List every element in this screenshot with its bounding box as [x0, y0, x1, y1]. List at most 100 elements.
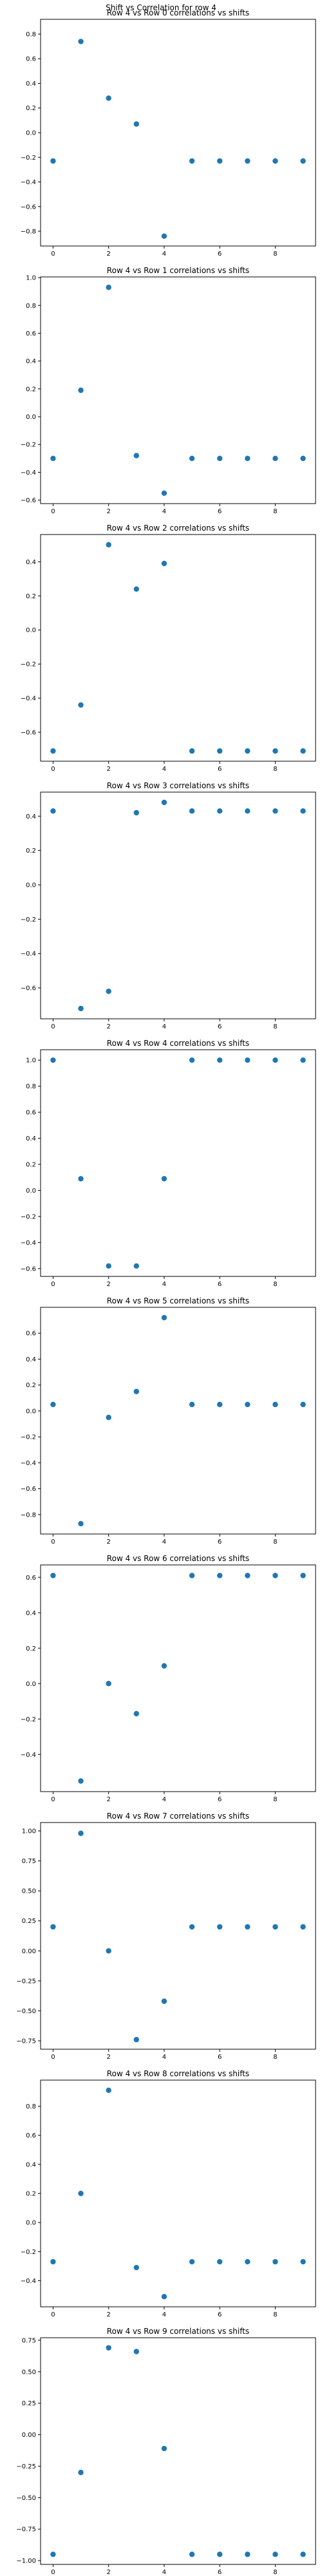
- subplot-3: Row 4 vs Row 3 correlations vs shifts 0 2 4…: [21, 781, 316, 1030]
- y-tick-label: 0.25: [22, 2400, 36, 2407]
- axes-frame: [40, 1049, 316, 1277]
- axes-frame: [40, 1822, 316, 2050]
- data-point: [133, 2349, 140, 2354]
- subplot-7: Row 4 vs Row 7 correlations vs shifts 0 2 4…: [16, 1812, 316, 2061]
- axes-frame: [40, 276, 316, 504]
- data-point: [300, 455, 306, 462]
- data-point: [133, 586, 140, 592]
- y-tick-label: −0.2: [21, 1716, 36, 1723]
- axes-frame: [40, 1564, 316, 1792]
- y-tick-label: −0.25: [16, 1978, 36, 1985]
- data-point: [133, 1388, 140, 1394]
- subplot-6: Row 4 vs Row 6 correlations vs shifts 0 2 4…: [21, 1554, 316, 1803]
- x-tick-label: 8: [273, 1023, 277, 1030]
- y-tick-label: 0.0: [26, 1681, 36, 1688]
- y-tick-label: −0.4: [21, 179, 36, 186]
- data-point: [106, 95, 111, 101]
- y-tick-label: −0.4: [21, 1752, 36, 1759]
- y-tick-label: −0.50: [16, 2008, 36, 2015]
- data-point: [300, 808, 306, 814]
- y-tick-label: 0.0: [26, 130, 36, 137]
- data-point: [300, 1401, 306, 1408]
- x-tick-label: 0: [51, 1796, 55, 1803]
- y-tick-label: −0.2: [21, 1434, 36, 1441]
- data-point: [161, 1314, 167, 1321]
- data-point: [300, 2259, 306, 2265]
- y-tick-label: −0.6: [21, 730, 36, 737]
- y-tick-label: 0.2: [26, 105, 36, 112]
- y-tick-label: 0.0: [26, 1408, 36, 1415]
- data-point: [78, 39, 84, 44]
- data-point: [78, 702, 84, 708]
- subplot-panels: Row 4 vs Row 0 correlations vs shifts 0 2 4…: [16, 8, 316, 2576]
- y-tick-label: 0.2: [26, 848, 36, 855]
- data-point: [216, 1401, 223, 1408]
- y-tick-label: −0.6: [21, 204, 36, 211]
- x-tick-label: 6: [218, 766, 222, 773]
- data-point: [106, 284, 111, 290]
- y-tick-label: −0.4: [21, 469, 36, 477]
- x-tick-label: 8: [273, 766, 277, 773]
- data-point: [189, 2552, 195, 2557]
- x-tick-label: 4: [162, 1539, 166, 1546]
- y-tick-label: −0.8: [21, 229, 36, 236]
- y-tick-label: −0.4: [21, 696, 36, 703]
- y-tick-label: −1.00: [16, 2558, 36, 2565]
- y-tick-label: 1.00: [22, 1828, 36, 1835]
- data-point: [272, 2552, 278, 2557]
- data-point: [245, 1401, 251, 1408]
- y-tick-label: 0.0: [26, 2220, 36, 2227]
- data-point: [106, 989, 111, 994]
- y-tick-label: −0.2: [21, 2249, 36, 2256]
- subplot-title: Row 4 vs Row 4 correlations vs shifts: [107, 1039, 249, 1048]
- y-tick-label: 0.2: [26, 593, 36, 600]
- subplot-title: Row 4 vs Row 3 correlations vs shifts: [107, 781, 249, 790]
- data-point: [216, 1573, 223, 1578]
- data-point: [161, 1998, 167, 2004]
- x-tick-label: 2: [106, 251, 110, 258]
- data-point: [300, 158, 306, 164]
- data-point: [300, 2552, 306, 2557]
- data-point: [272, 2259, 278, 2265]
- data-point: [245, 1924, 251, 1930]
- subplot-title: Row 4 vs Row 2 correlations vs shifts: [107, 524, 249, 533]
- x-tick-label: 4: [162, 1281, 166, 1288]
- data-point: [161, 490, 167, 497]
- data-point: [216, 158, 223, 164]
- x-tick-label: 0: [51, 2054, 55, 2061]
- y-tick-label: 0.00: [22, 1948, 36, 1955]
- y-tick-label: −0.2: [21, 155, 36, 162]
- subplot-title: Row 4 vs Row 1 correlations vs shifts: [107, 266, 249, 275]
- data-point: [106, 1414, 111, 1421]
- x-tick-label: 0: [51, 1281, 55, 1288]
- y-tick-label: 0.8: [26, 2103, 36, 2110]
- y-tick-label: 0.0: [26, 882, 36, 889]
- data-point: [216, 748, 223, 754]
- y-tick-label: −0.2: [21, 1213, 36, 1220]
- y-tick-label: 1.0: [26, 275, 36, 282]
- data-point: [245, 455, 251, 462]
- x-tick-label: 4: [162, 1023, 166, 1030]
- x-tick-label: 6: [218, 508, 222, 515]
- subplot-1: Row 4 vs Row 1 correlations vs shifts 0 2 4…: [21, 266, 316, 515]
- subplot-title: Row 4 vs Row 7 correlations vs shifts: [107, 1812, 249, 1821]
- data-point: [272, 158, 278, 164]
- y-tick-label: −0.2: [21, 442, 36, 449]
- data-point: [272, 455, 278, 462]
- y-tick-label: 0.2: [26, 1162, 36, 1169]
- data-point: [50, 808, 56, 814]
- data-point: [272, 1057, 278, 1063]
- y-tick-label: 0.8: [26, 303, 36, 310]
- y-tick-label: 0.2: [26, 1382, 36, 1389]
- data-point: [161, 233, 167, 239]
- x-tick-label: 8: [273, 2569, 277, 2576]
- x-tick-label: 4: [162, 251, 166, 258]
- data-point: [106, 2345, 111, 2351]
- data-point: [272, 808, 278, 814]
- y-tick-label: 0.4: [26, 1610, 36, 1617]
- data-point: [245, 158, 251, 164]
- data-point: [189, 1401, 195, 1408]
- x-tick-label: 2: [106, 1023, 110, 1030]
- x-tick-label: 4: [162, 1796, 166, 1803]
